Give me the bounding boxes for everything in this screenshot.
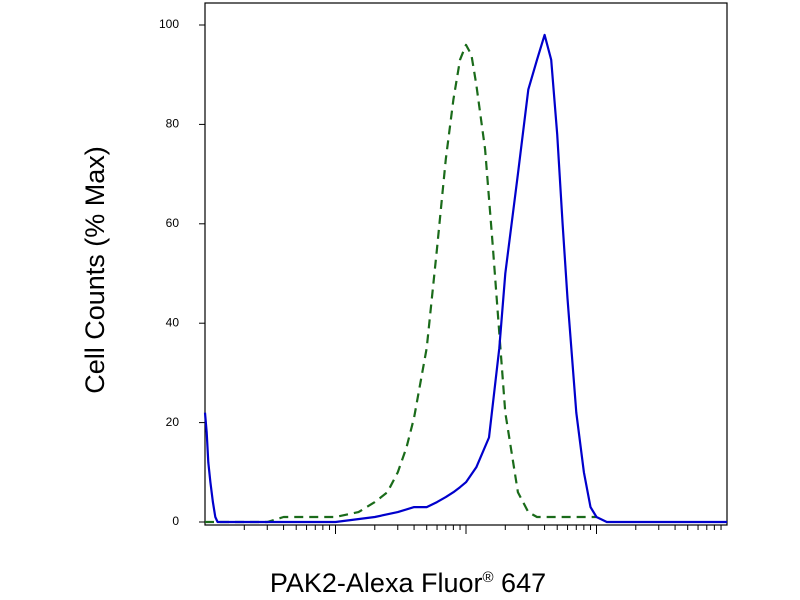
x-axis-title-main: PAK2-Alexa Fluor [270,568,483,598]
y-tick-label: 40 [166,315,180,329]
y-tick-label: 60 [166,216,180,230]
y-axis-title: Cell Counts (% Max) [80,146,110,394]
x-axis-title: PAK2-Alexa Fluor® 647 [270,568,546,598]
y-tick-label: 80 [166,117,180,131]
x-axis-title-suffix: 647 [494,568,547,598]
x-axis-title-superscript: ® [482,569,493,586]
series-layer [203,33,727,524]
plot-frame [204,2,728,526]
x-axis [243,525,722,534]
series-line-1 [205,43,597,524]
series-line-2 [203,33,727,524]
y-tick-label: 0 [172,514,179,528]
y-tick-label: 100 [159,17,179,31]
y-tick-label: 20 [166,415,180,429]
y-axis: 0 20 40 60 80 100 [159,17,205,528]
